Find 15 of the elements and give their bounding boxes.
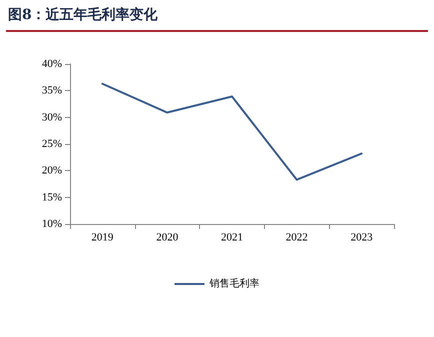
legend-label: 销售毛利率 — [208, 278, 260, 290]
y-tick-label: 25% — [42, 138, 62, 150]
x-tick-label: 2021 — [221, 232, 243, 244]
x-tick-label: 2022 — [286, 232, 308, 244]
y-tick-label: 30% — [42, 111, 62, 124]
x-tick-label: 2019 — [91, 232, 114, 244]
line-series — [101, 82, 363, 181]
y-tick-label: 10% — [42, 218, 62, 230]
y-tick-label: 15% — [42, 191, 62, 204]
y-tick-label: 35% — [42, 84, 62, 97]
chart-title: 图8：近五年毛利率变化 — [8, 6, 158, 24]
y-tick-label: 40% — [42, 58, 62, 70]
x-tick-label: 2023 — [350, 232, 374, 244]
y-tick-label: 20% — [42, 164, 62, 177]
x-tick-label: 2020 — [156, 232, 179, 244]
